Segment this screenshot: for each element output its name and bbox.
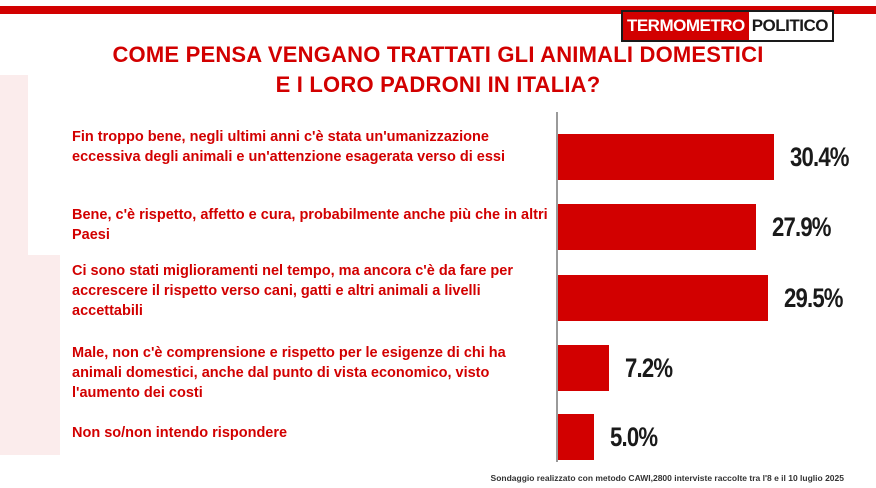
chart-title-line-2: E I LORO PADRONI IN ITALIA? (275, 72, 601, 97)
category-label: Ci sono stati miglioramenti nel tempo, m… (72, 263, 513, 319)
bar (558, 134, 774, 180)
top-accent-bar (0, 6, 876, 14)
category-axis-line (556, 112, 558, 462)
bar (558, 204, 756, 250)
logo-part-1: TERMOMETRO (622, 12, 749, 40)
bar (558, 345, 609, 391)
bar-value-label: 5.0% (610, 422, 658, 452)
bar-value-label: 27.9% (772, 212, 831, 242)
termometro-politico-logo: TERMOMETRO POLITICO (620, 10, 834, 42)
category-label: Bene, c'è rispetto, affetto e cura, prob… (72, 207, 548, 243)
chart-title: COME PENSA VENGANO TRATTATI GLI ANIMALI … (0, 40, 876, 100)
category-label: Non so/non intendo rispondere (72, 425, 288, 441)
bar (558, 414, 594, 460)
bar-value-label: 7.2% (625, 353, 673, 383)
category-label: Male, non c'è comprensione e rispetto pe… (72, 345, 506, 401)
category-label: Fin troppo bene, negli ultimi anni c'è s… (72, 129, 506, 165)
source-note: Sondaggio realizzato con metodo CAWI,280… (490, 473, 844, 483)
bar-value-label: 29.5% (784, 283, 843, 313)
bar-value-label: 30.4% (790, 142, 849, 172)
bar (558, 275, 768, 321)
logo-part-2: POLITICO (748, 12, 832, 40)
watermark-logo (0, 75, 60, 455)
chart-title-line-1: COME PENSA VENGANO TRATTATI GLI ANIMALI … (112, 42, 764, 67)
